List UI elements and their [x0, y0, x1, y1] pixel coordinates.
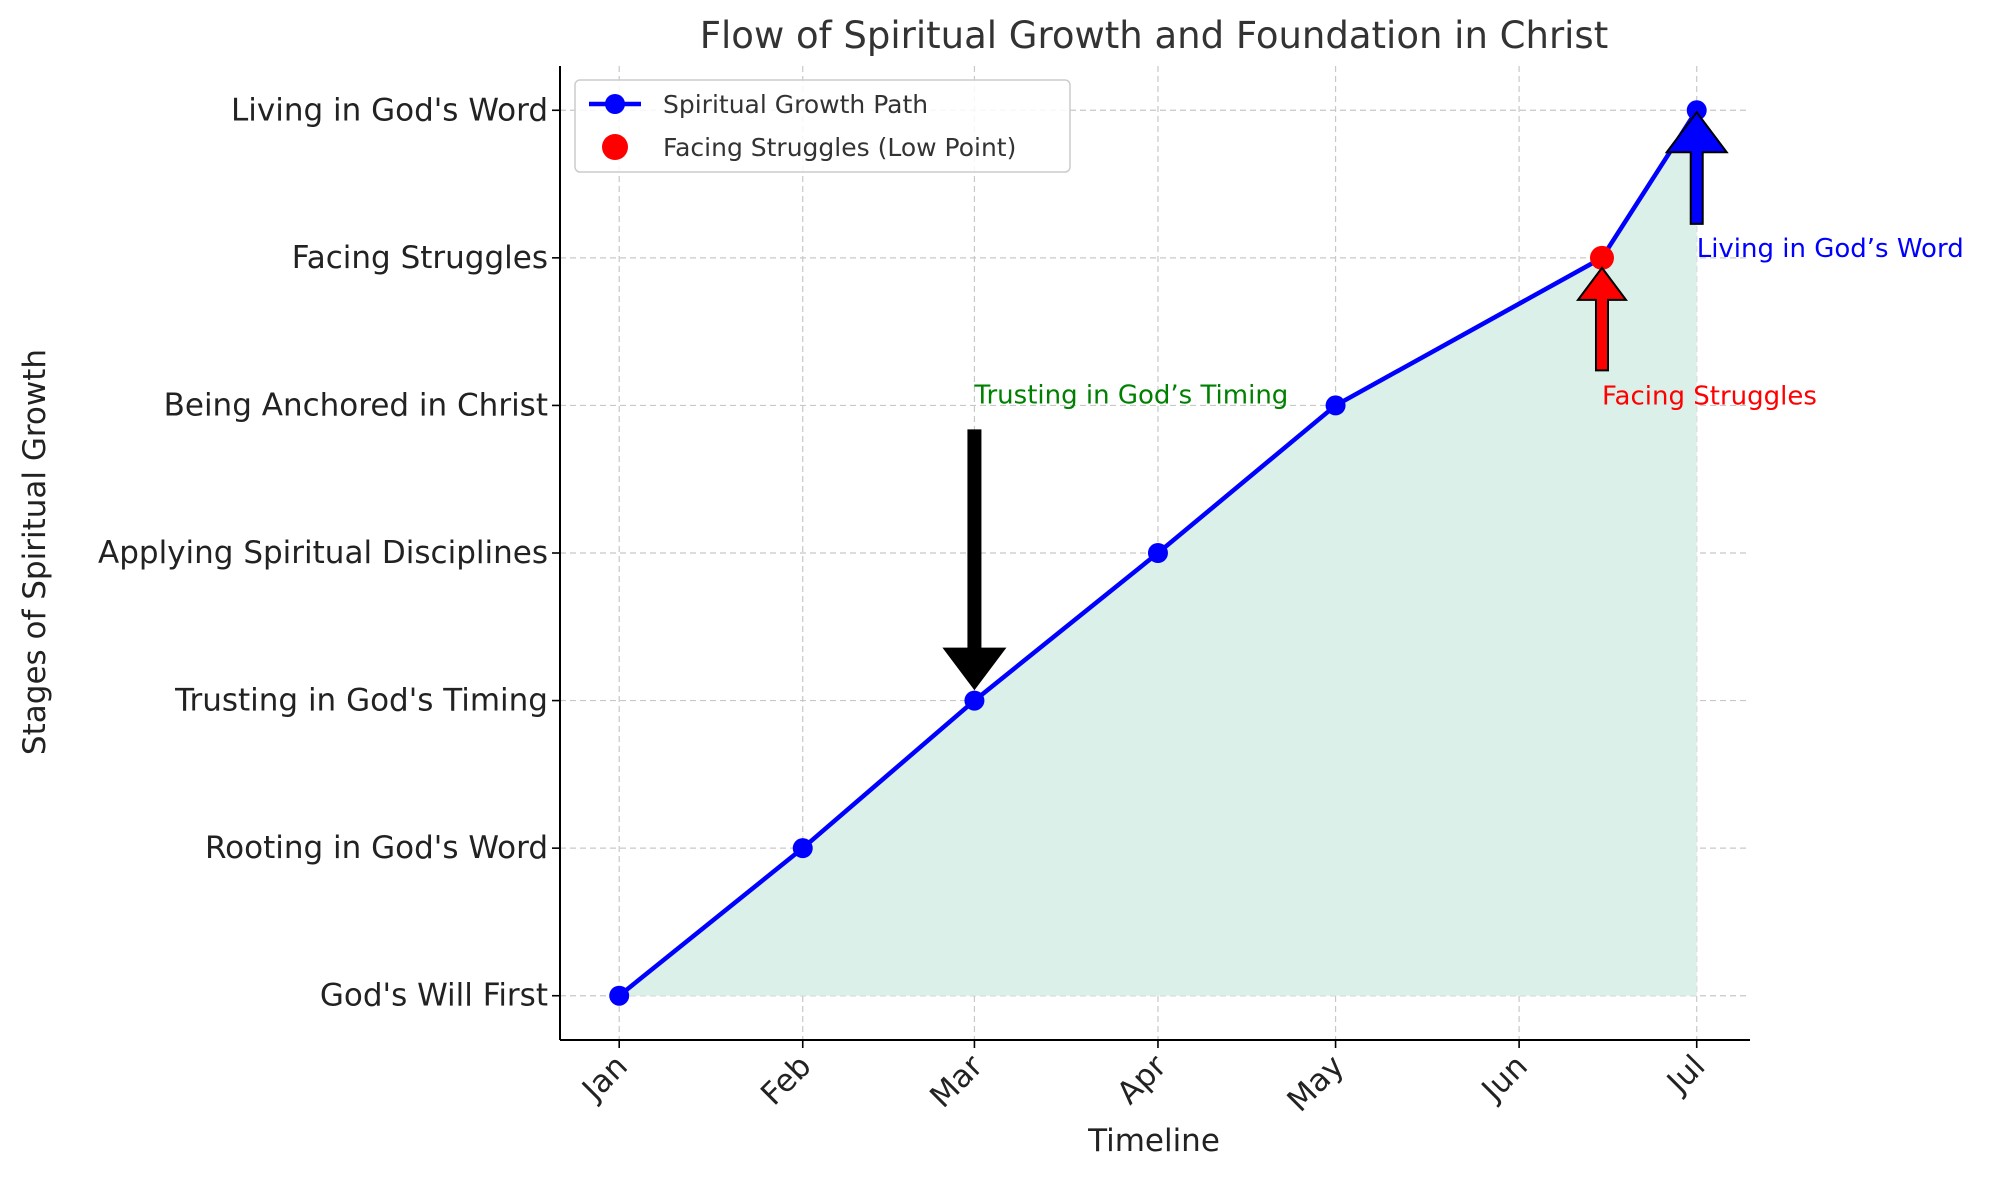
- annotation-arrows: [942, 110, 1729, 691]
- data-point-spiritual-growth-path: [609, 985, 630, 1006]
- annotation-label-living: Living in God’s Word: [1697, 234, 1964, 264]
- y-tick-label: God's Will First: [320, 978, 548, 1014]
- x-tick-label: Feb: [754, 1048, 818, 1112]
- y-tick-label: Applying Spiritual Disciplines: [98, 535, 548, 571]
- annotation-arrow-living: [1664, 110, 1729, 225]
- data-point-spiritual-growth-path: [792, 838, 813, 859]
- x-tick-label: May: [1280, 1048, 1351, 1119]
- data-point-spiritual-growth-path: [1147, 543, 1168, 563]
- y-tick-label: Living in God's Word: [231, 92, 548, 128]
- x-tick-label: Jun: [1474, 1048, 1535, 1109]
- y-tick-label: Rooting in God's Word: [205, 830, 548, 866]
- axes: [552, 66, 1750, 1048]
- legend-marker-swatch: [602, 134, 628, 160]
- legend-label: Spiritual Growth Path: [663, 90, 928, 119]
- y-tick-label: Trusting in God's Timing: [174, 683, 548, 719]
- legend-box: [574, 79, 1071, 173]
- y-axis-label: Stages of Spiritual Growth: [17, 349, 53, 755]
- chart-title: Flow of Spiritual Growth and Foundation …: [700, 14, 1608, 57]
- y-tick-label: Facing Struggles: [292, 240, 548, 276]
- series-markers: [609, 100, 1707, 1006]
- data-point-spiritual-growth-path: [1325, 395, 1346, 416]
- data-point-spiritual-growth-path: [1686, 100, 1707, 121]
- legend-label: Facing Struggles (Low Point): [663, 133, 1016, 162]
- x-tick-label: Apr: [1110, 1048, 1174, 1112]
- legend-marker-swatch: [605, 94, 625, 114]
- annotation-label-facing-struggles: Facing Struggles: [1602, 381, 1817, 411]
- annotation-labels: Trusting in God’s Timing Facing Struggles…: [973, 234, 1963, 412]
- x-tick-label: Jan: [574, 1048, 635, 1109]
- x-tick-label: Mar: [923, 1048, 990, 1115]
- x-tick-label: Jul: [1659, 1048, 1712, 1101]
- annotation-arrow-trusting: [942, 429, 1007, 691]
- data-point-spiritual-growth-path: [964, 690, 985, 711]
- y-tick-label: Being Anchored in Christ: [164, 387, 548, 423]
- x-axis-label: Timeline: [1087, 1123, 1220, 1159]
- annotation-arrow-facing-struggles: [1575, 266, 1628, 372]
- annotation-label-trusting: Trusting in God’s Timing: [973, 380, 1288, 410]
- legend: Spiritual Growth Path Facing Struggles (L…: [574, 79, 1071, 173]
- data-point-facing-struggles-low-point: [1589, 245, 1614, 270]
